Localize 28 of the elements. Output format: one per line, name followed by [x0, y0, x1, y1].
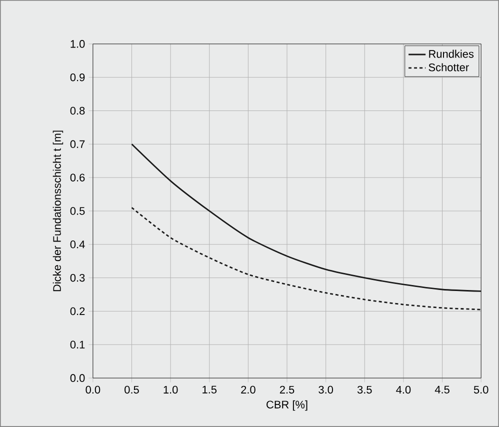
y-tick-label: 0.7	[70, 140, 85, 148]
line-series	[131, 206, 482, 310]
y-tick-label: 1.0	[70, 40, 85, 48]
y-tick-label: 0.9	[70, 73, 85, 82]
x-tick-label: 0.5	[124, 386, 139, 394]
x-axis-title: CBR [%]	[266, 400, 308, 411]
x-tick-label: 4.5	[434, 386, 450, 394]
x-tick-label: 3.5	[357, 386, 372, 394]
y-tick-label: 0.0	[70, 374, 85, 382]
y-tick-label: 0.6	[70, 174, 85, 182]
line-series	[131, 143, 482, 292]
y-tick-label: 0.4	[70, 240, 85, 248]
y-tick-label: 0.8	[70, 106, 85, 115]
x-tick-label: 2.5	[280, 386, 294, 394]
y-axis-title: Dicke der Fundationsschicht t [m]	[52, 130, 64, 292]
y-tick-label: 0.5	[70, 207, 85, 215]
y-tick-label: 0.2	[70, 307, 85, 316]
y-tick-label: 0.1	[70, 340, 85, 349]
legend-label: Schotter	[428, 63, 469, 72]
x-tick-label: 5.0	[474, 386, 488, 394]
x-tick-label: 1.0	[164, 386, 178, 394]
x-tick-label: 0.0	[86, 386, 100, 394]
x-tick-label: 4.0	[396, 386, 411, 394]
y-tick-label: 0.3	[70, 274, 85, 282]
x-tick-label: 3.0	[318, 386, 334, 394]
x-tick-label: 1.5	[202, 386, 217, 394]
x-tick-label: 2.0	[241, 386, 256, 394]
legend-label: Rundkies	[429, 50, 474, 58]
